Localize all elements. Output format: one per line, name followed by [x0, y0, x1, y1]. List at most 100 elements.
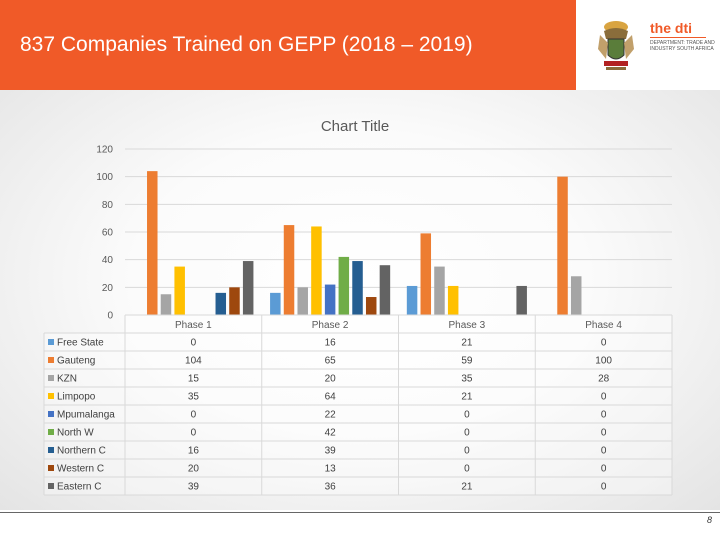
data-label: 0: [601, 392, 607, 403]
data-label: 0: [601, 338, 607, 349]
x-tick-label: Phase 3: [449, 320, 486, 331]
bar-eastern-c-phase-3: [516, 285, 527, 315]
y-tick-label: 80: [102, 200, 114, 211]
data-label: 0: [601, 464, 607, 475]
legend-label: Limpopo: [57, 392, 96, 403]
y-tick-label: 40: [102, 255, 114, 266]
data-label: 0: [191, 428, 197, 439]
chart-panel: Chart Title 0 20 40 60 80 100 120 Phase 1 Phase…: [0, 90, 720, 510]
data-label: 0: [464, 410, 470, 421]
data-label: 0: [464, 446, 470, 457]
data-label: 59: [461, 356, 473, 367]
data-label: 39: [325, 446, 337, 457]
bar-kzn-phase-3: [434, 266, 445, 315]
x-tick-label: Phase 1: [175, 320, 212, 331]
data-label: 64: [325, 392, 337, 403]
bar-gauteng-phase-2: [283, 225, 295, 315]
data-label: 35: [461, 374, 473, 385]
legend-label: Free State: [57, 338, 104, 349]
data-label: 21: [461, 338, 473, 349]
slide-title: 837 Companies Trained on GEPP (2018 – 20…: [20, 33, 473, 56]
header-bar: 837 Companies Trained on GEPP (2018 – 20…: [0, 0, 576, 90]
bar-western-c-phase-1: [229, 287, 240, 315]
bar-northern-c-phase-2: [352, 261, 363, 315]
y-tick-label: 20: [102, 283, 114, 294]
logo-subtitle: DEPARTMENT: TRADE AND INDUSTRY SOUTH AFR…: [650, 40, 715, 52]
legend-key: [48, 483, 54, 489]
data-label: 0: [601, 446, 607, 457]
legend-label: Mpumalanga: [57, 410, 115, 421]
data-label: 15: [188, 374, 200, 385]
bar-limpopo-phase-3: [447, 285, 459, 315]
dti-logo: the dti DEPARTMENT: TRADE AND INDUSTRY S…: [576, 0, 720, 90]
bar-gauteng-phase-4: [557, 176, 568, 315]
footer-divider: [0, 512, 720, 513]
data-label: 20: [325, 374, 337, 385]
bar-limpopo-phase-2: [311, 226, 322, 315]
y-tick-label: 120: [96, 145, 113, 156]
page-number: 8: [706, 515, 712, 525]
y-tick-label: 100: [96, 172, 113, 183]
legend-key: [48, 393, 54, 399]
data-label: 35: [188, 392, 200, 403]
legend-label: Eastern C: [57, 482, 101, 493]
legend-label: Gauteng: [57, 356, 95, 367]
chart-bars: [147, 171, 582, 315]
logo-brand-text: the dti: [650, 20, 692, 36]
bar-kzn-phase-1: [160, 294, 172, 315]
legend-label: KZN: [57, 374, 77, 385]
bar-kzn-phase-2: [297, 287, 308, 315]
logo-divider: [650, 37, 706, 38]
chart-title: Chart Title: [321, 118, 389, 135]
data-label: 21: [461, 482, 473, 493]
bar-western-c-phase-2: [365, 297, 377, 315]
data-label: 0: [191, 338, 197, 349]
data-label: 0: [601, 482, 607, 493]
x-tick-label: Phase 2: [312, 320, 349, 331]
legend-key: [48, 429, 54, 435]
data-label: 16: [325, 338, 337, 349]
data-label: 100: [595, 356, 612, 367]
legend-label: North W: [57, 428, 94, 439]
bar-northern-c-phase-1: [215, 292, 227, 315]
bar-gauteng-phase-1: [147, 171, 158, 315]
bar-north-w-phase-2: [338, 256, 350, 315]
data-label: 22: [325, 410, 337, 421]
data-label: 0: [191, 410, 197, 421]
data-label: 0: [464, 464, 470, 475]
legend-key: [48, 357, 54, 363]
x-tick-label: Phase 4: [585, 320, 622, 331]
data-table: Phase 1 Phase 2 Phase 3 Phase 4 Free State 0 1…: [43, 314, 673, 496]
data-label: 104: [185, 356, 202, 367]
data-label: 28: [598, 374, 610, 385]
bar-mpumalanga-phase-2: [324, 284, 336, 315]
legend-key: [48, 465, 54, 471]
data-label: 36: [325, 482, 337, 493]
bar-eastern-c-phase-2: [379, 265, 391, 315]
data-label: 65: [325, 356, 337, 367]
legend-label: Northern C: [57, 446, 106, 457]
bar-gauteng-phase-3: [420, 233, 432, 315]
legend-label: Western C: [57, 464, 104, 475]
bar-eastern-c-phase-1: [242, 261, 254, 315]
legend-key: [48, 339, 54, 345]
bar-free-state-phase-3: [406, 285, 418, 315]
y-tick-label: 60: [102, 228, 114, 239]
data-label: 0: [601, 428, 607, 439]
legend-key: [48, 411, 54, 417]
bar-free-state-phase-2: [270, 292, 281, 315]
data-label: 20: [188, 464, 200, 475]
bar-kzn-phase-4: [570, 276, 582, 315]
legend-key: [48, 447, 54, 453]
legend-key: [48, 375, 54, 381]
data-label: 0: [601, 410, 607, 421]
coat-of-arms-icon: [598, 21, 634, 70]
y-axis-ticks: 0 20 40 60 80 100 120: [96, 145, 113, 322]
data-label: 39: [188, 482, 200, 493]
bar-limpopo-phase-1: [174, 266, 185, 315]
y-tick-label: 0: [107, 311, 113, 322]
table-background: [44, 333, 672, 495]
data-label: 16: [188, 446, 200, 457]
data-label: 42: [325, 428, 337, 439]
